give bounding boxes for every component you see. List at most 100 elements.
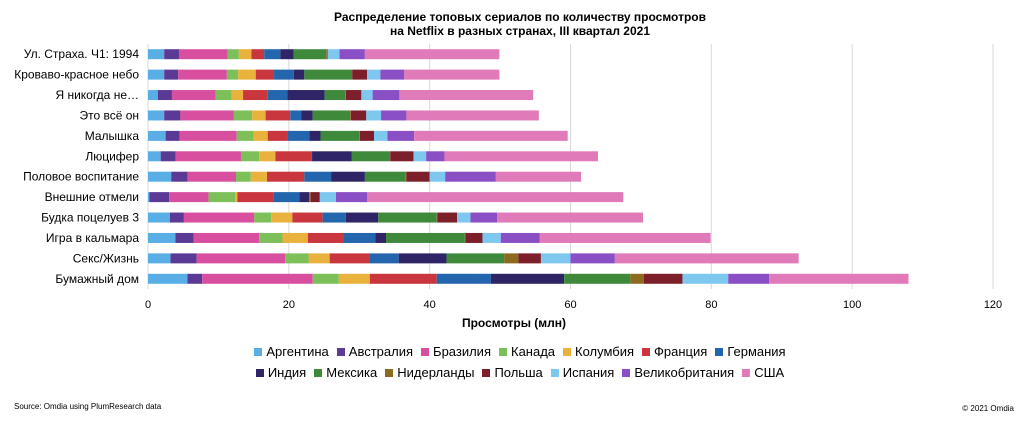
- legend-item: Индия: [255, 365, 306, 380]
- bar-segment: [271, 212, 293, 223]
- bar-segment: [164, 49, 179, 60]
- bar-segment: [426, 151, 445, 162]
- legend-swatch: [336, 347, 345, 356]
- bar-segment: [187, 273, 203, 284]
- bar-segment: [193, 232, 260, 243]
- bar-segment: [164, 110, 181, 121]
- bar-segment: [329, 253, 370, 264]
- bar-segment: [406, 171, 430, 182]
- bar-segment: [251, 49, 265, 60]
- bar-segment: [380, 69, 405, 80]
- bar-segment: [312, 151, 352, 162]
- legend-swatch: [742, 368, 751, 377]
- legend-item: Испания: [550, 365, 615, 380]
- bar-segment: [285, 253, 309, 264]
- bar-segment: [282, 232, 308, 243]
- bar-segment: [326, 49, 328, 60]
- bar-segment: [369, 253, 399, 264]
- legend-swatch: [482, 368, 491, 377]
- bar-segment: [338, 273, 370, 284]
- bar-segment: [148, 90, 158, 101]
- x-axis-label: Просмотры (млн): [462, 316, 566, 330]
- bar-segment: [243, 90, 268, 101]
- copyright-note: © 2021 Omdia: [962, 404, 1014, 413]
- bar-segment: [331, 171, 365, 182]
- x-tick-labels: 0 20 40 60 80 100 120: [145, 299, 1002, 311]
- legend-label: США: [754, 365, 785, 380]
- bar-segment: [226, 69, 239, 80]
- bar-segment: [309, 192, 310, 203]
- x-tick-label: 120: [984, 299, 1002, 311]
- bar-segment: [366, 69, 381, 80]
- bar-segment: [399, 90, 534, 101]
- bar-segment: [728, 273, 770, 284]
- bar-segment: [175, 232, 194, 243]
- bar-segment: [369, 273, 437, 284]
- bar-segment: [324, 90, 346, 101]
- bar-segment: [250, 171, 268, 182]
- bar-segment: [238, 49, 252, 60]
- legend-swatch: [499, 347, 507, 356]
- bar-segment: [352, 69, 367, 80]
- bar-segment: [179, 130, 237, 141]
- legend-label: Бразилия: [433, 344, 491, 359]
- bar-segment: [444, 151, 598, 162]
- bar-segment: [267, 90, 288, 101]
- bar-segment: [252, 110, 266, 121]
- legend-swatch: [314, 368, 323, 377]
- bar-segment: [165, 130, 180, 141]
- bar-segment: [227, 49, 239, 60]
- y-tick-label: Люцифер: [85, 149, 139, 163]
- legend-swatch: [550, 368, 559, 377]
- legend-item: Германия: [715, 344, 786, 359]
- bar-segment: [389, 151, 391, 162]
- y-tick-label: Игра в кальмара: [46, 231, 139, 245]
- bar-segment: [169, 212, 184, 223]
- x-tick-label: 80: [705, 299, 717, 311]
- legend-item: Бразилия: [421, 344, 491, 359]
- stacked-bar-chart: Ул. Страха. Ч1: 1994 Кроваво-красное небо…: [14, 44, 1002, 330]
- bar-segment: [381, 110, 407, 121]
- x-tick-label: 100: [843, 299, 861, 311]
- bar-segment: [183, 212, 255, 223]
- bar-segment: [148, 130, 166, 141]
- legend-label: Нидерланды: [397, 365, 475, 380]
- bar-segment: [539, 232, 711, 243]
- legend-item: Австралия: [336, 344, 413, 359]
- bar-segment: [366, 110, 382, 121]
- bar-segment: [264, 49, 281, 60]
- bar-segment: [292, 212, 323, 223]
- bar-segment: [319, 192, 337, 203]
- y-tick-label: Кроваво-красное небо: [14, 68, 139, 82]
- bar-segment: [366, 192, 624, 203]
- bar-segment: [564, 273, 631, 284]
- y-tick-label: Малышка: [85, 129, 140, 143]
- legend-label: Испания: [562, 365, 615, 380]
- bar-segment: [148, 212, 170, 223]
- bar-segment: [320, 130, 360, 141]
- bar-segment: [148, 171, 172, 182]
- bar-segment: [414, 130, 568, 141]
- bar-segment: [359, 130, 360, 141]
- legend-item: Франция: [642, 344, 707, 359]
- bar-segment: [364, 171, 406, 182]
- legend-label: Польша: [494, 365, 543, 380]
- bar-segment: [327, 49, 340, 60]
- bar-segment: [372, 90, 400, 101]
- legend-item: Нидерланды: [385, 365, 474, 380]
- legend-label: Канада: [511, 344, 556, 359]
- bar-segment: [164, 69, 179, 80]
- legend-label: Аргентина: [266, 344, 329, 359]
- bar-segment: [178, 69, 227, 80]
- bar-segment: [497, 212, 644, 223]
- bar-segment: [378, 212, 437, 223]
- bar-segment: [280, 49, 294, 60]
- bar-segment: [233, 110, 253, 121]
- bar-segment: [405, 171, 407, 182]
- legend-swatch: [385, 368, 394, 377]
- chart-title: Распределение топовых сериалов по количе…: [200, 10, 840, 38]
- legend-label: Франция: [654, 344, 708, 359]
- legend-item: Мексика: [314, 365, 377, 380]
- bar-segment: [398, 253, 447, 264]
- bar-segment: [490, 273, 565, 284]
